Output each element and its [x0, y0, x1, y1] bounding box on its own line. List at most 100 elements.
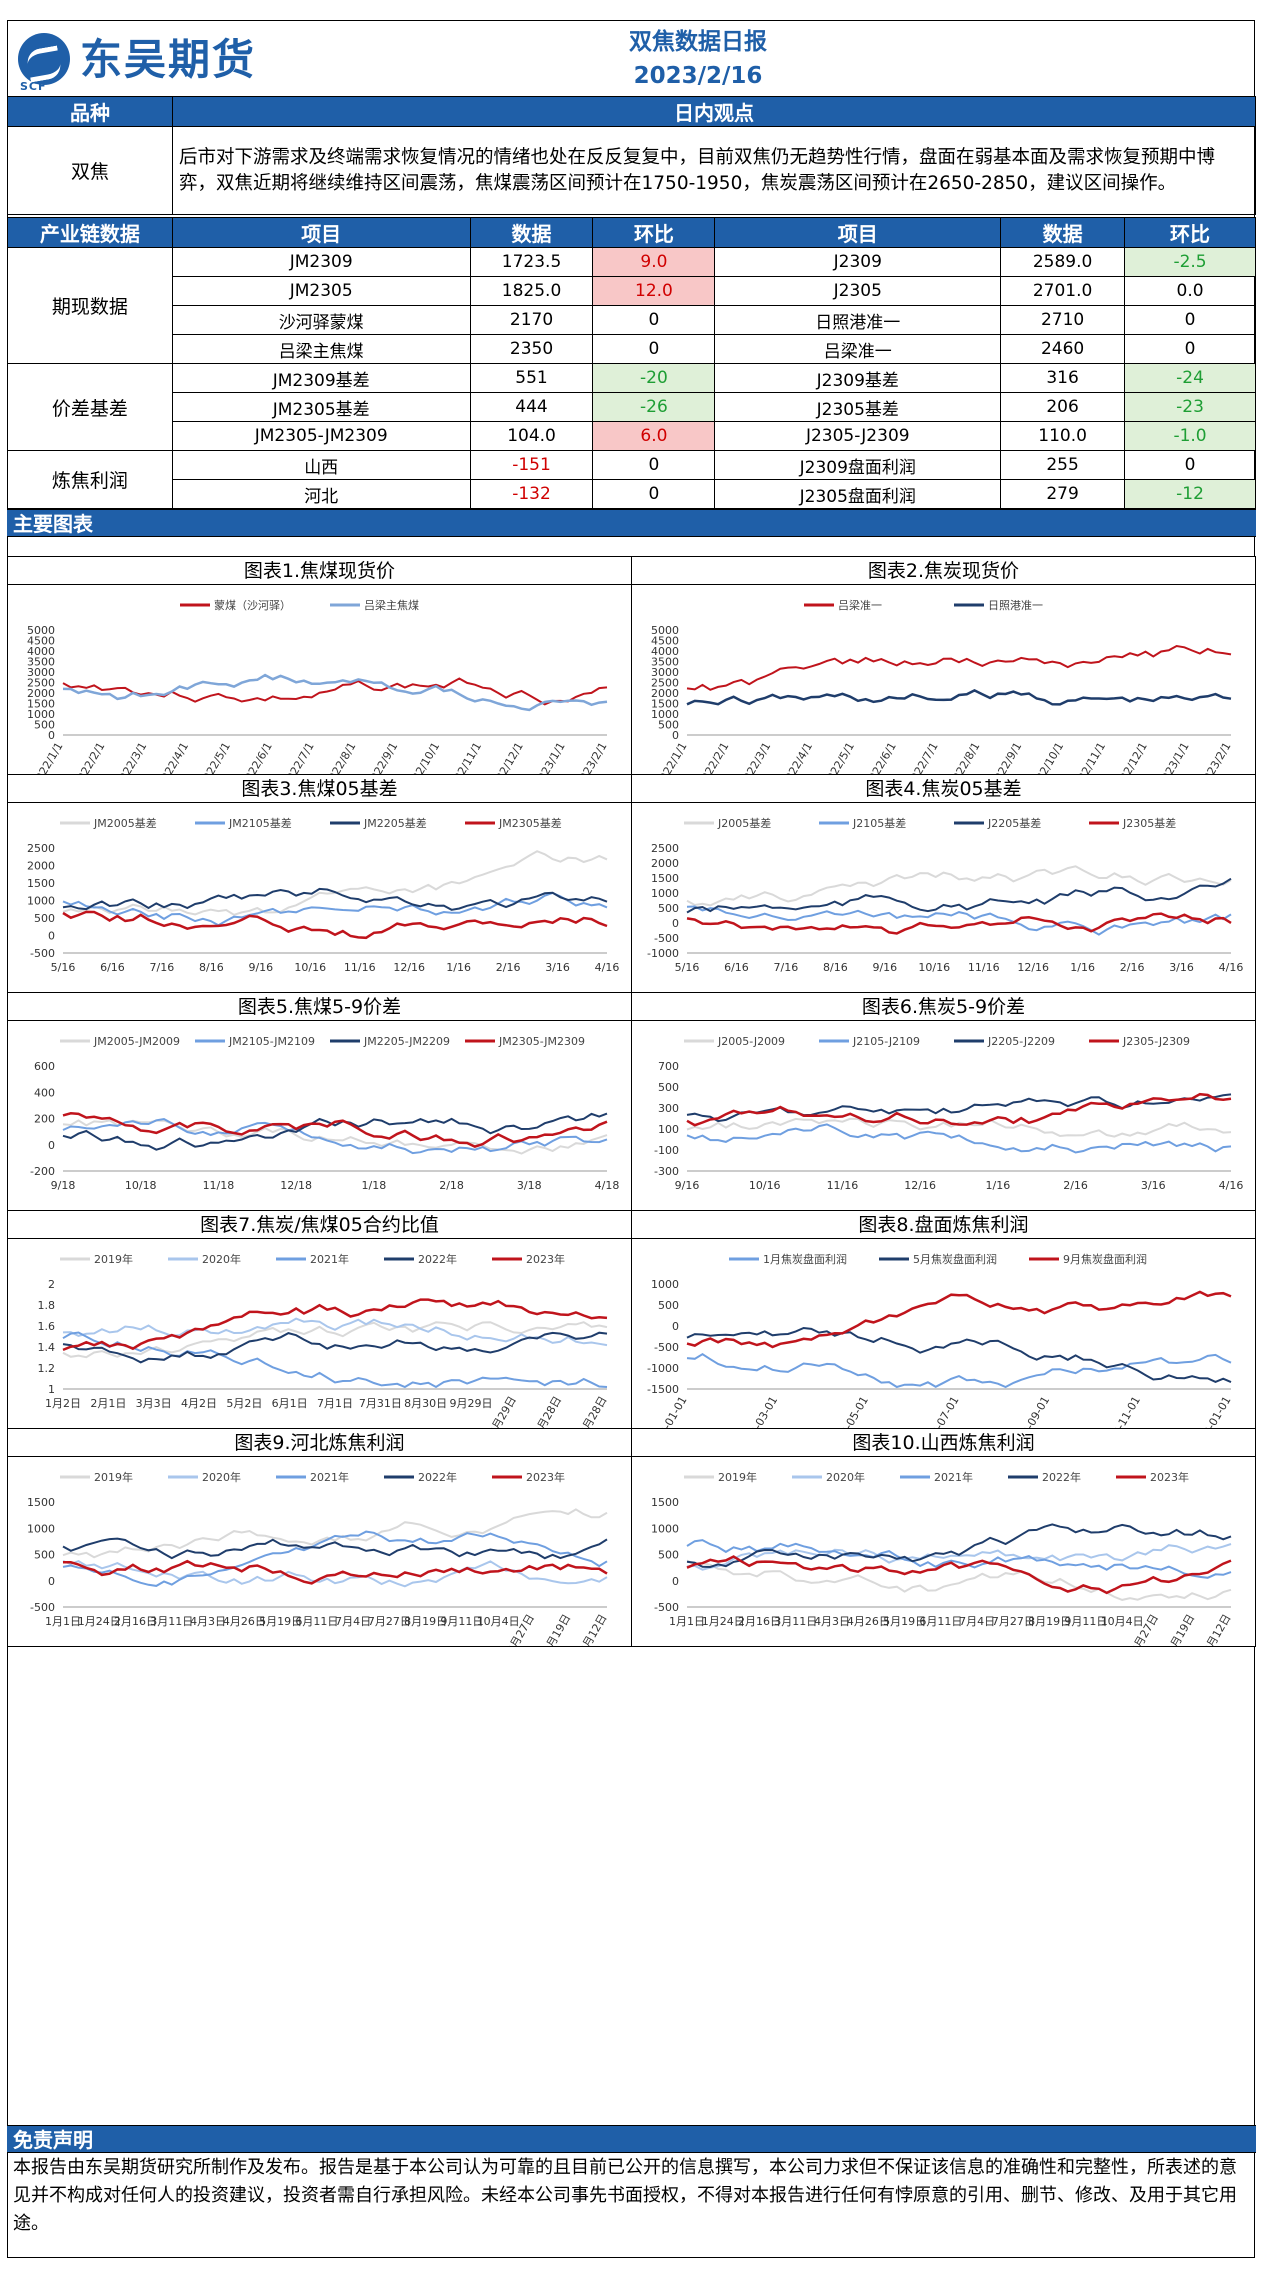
x-tick-label: 8月19日 [1028, 1615, 1071, 1628]
x-tick-label: 10月4日 [477, 1615, 520, 1628]
x-tick-label: 6/16 [724, 961, 749, 974]
industry-cell: J2305盘面利润 [714, 479, 1002, 509]
chart-title: 图表6.焦炭5-9价差 [632, 993, 1255, 1021]
industry-cell: 255 [1000, 450, 1126, 480]
x-tick-label: 1月1日 [45, 1615, 81, 1628]
y-tick-label: 5000 [27, 624, 55, 637]
y-tick-label: -200 [30, 1165, 55, 1178]
chart-panel: 图表8.盘面炼焦利润 1月焦炭盘面利润 5月焦炭盘面利润 9月焦炭盘面利润 -1500 -… [631, 1210, 1256, 1429]
industry-row: 沙河驿蒙煤 2170 0 日照港准一 2710 0 [8, 305, 1256, 335]
legend-label: 2020年 [202, 1252, 241, 1266]
legend-label: JM2005-JM2009 [93, 1035, 180, 1048]
legend-label: 2021年 [310, 1470, 349, 1484]
legend-label: J2205-J2209 [987, 1035, 1055, 1048]
chart-svg: 2019年 2020年 2021年 2022年 2023年 -500 0 500 1000 150… [651, 1470, 1234, 1647]
industry-cell: 吕梁准一 [714, 334, 1002, 364]
legend-label: 2020年 [202, 1470, 241, 1484]
x-tick-label: 2022/11/1 [1069, 740, 1108, 775]
industry-cell: 日照港准一 [714, 305, 1002, 335]
series-line [686, 865, 1232, 907]
x-tick-label: 12/16 [1017, 961, 1049, 974]
x-tick-label: 6月1日 [272, 1397, 308, 1410]
industry-cell: 2350 [469, 334, 594, 364]
charts-section-bar: 主要图表 [7, 509, 1256, 537]
y-tick-label: 2000 [27, 687, 55, 700]
series-line [686, 1559, 1232, 1601]
industry-cell: 2710 [1000, 305, 1126, 335]
y-tick-label: -300 [654, 1165, 679, 1178]
x-tick-label: 2022-01-01 [646, 1394, 689, 1429]
x-tick-label: 9/18 [51, 1179, 76, 1192]
chart-title: 图表5.焦煤5-9价差 [8, 993, 631, 1021]
x-tick-label: 2022/8/1 [323, 740, 359, 775]
x-tick-label: 2022/4/1 [779, 740, 815, 775]
x-tick-label: 2/16 [1063, 1179, 1088, 1192]
x-tick-label: 11/18 [203, 1179, 235, 1192]
x-tick-label: 11月28日 [528, 1394, 564, 1429]
view-table: 品种 日内观点 双焦 后市对下游需求及终端需求恢复情况的情绪也处在反反复复中，目… [7, 96, 1256, 215]
y-tick-label: 1500 [27, 1496, 55, 1509]
y-tick-label: 500 [34, 719, 55, 732]
industry-cell: 279 [1000, 479, 1126, 509]
legend-label: 2020年 [826, 1470, 865, 1484]
x-tick-label: 2022/5/1 [197, 740, 233, 775]
industry-cell: JM2305-JM2309 [171, 421, 471, 451]
industry-header: 项目 [714, 217, 1002, 248]
x-tick-label: 2月16日 [114, 1615, 157, 1628]
x-tick-label: 2022/8/1 [947, 740, 983, 775]
x-tick-label: 7月31日 [359, 1397, 402, 1410]
legend-label: 2022年 [1042, 1470, 1081, 1484]
x-tick-label: 2022/7/1 [281, 740, 317, 775]
x-tick-label: 4月26日 [223, 1615, 266, 1628]
chart-svg: 2019年 2020年 2021年 2022年 2023年 -500 0 500 1000 150… [27, 1470, 610, 1646]
series-line [62, 1317, 608, 1347]
series-line [686, 912, 1232, 935]
y-tick-label: -1500 [647, 1383, 679, 1396]
x-tick-label: 5/16 [675, 961, 700, 974]
industry-cell: -24 [1124, 363, 1256, 393]
industry-cell: 河北 [171, 479, 471, 509]
x-tick-label: 12月12日 [1197, 1612, 1233, 1647]
industry-cell: -26 [592, 392, 716, 422]
industry-header: 产业链数据 [7, 217, 173, 248]
x-tick-label: 3/16 [1169, 961, 1194, 974]
industry-cell: 316 [1000, 363, 1126, 393]
industry-cell: J2305 [714, 276, 1002, 306]
y-tick-label: 1.2 [38, 1362, 56, 1375]
series-line [62, 887, 608, 911]
y-tick-label: 4000 [651, 645, 679, 658]
x-tick-label: 2022/3/1 [113, 740, 149, 775]
series-line [686, 905, 1232, 936]
chart-panel: 图表5.焦煤5-9价差 JM2005-JM2009 JM2105-JM2109 JM2… [7, 992, 632, 1211]
industry-cell: -23 [1124, 392, 1256, 422]
industry-cell: -1.0 [1124, 421, 1256, 451]
y-tick-label: 3500 [651, 656, 679, 669]
x-tick-label: 7/16 [150, 961, 175, 974]
x-tick-label: 10/18 [125, 1179, 157, 1192]
industry-cell: 山西 [171, 450, 471, 480]
series-line [686, 1117, 1232, 1138]
x-tick-label: 6月11日 [295, 1615, 338, 1628]
x-tick-label: 2022/1/1 [30, 740, 66, 775]
x-tick-label: 10/16 [918, 961, 950, 974]
y-tick-label: 3500 [27, 656, 55, 669]
x-tick-label: 2022/12/1 [1110, 740, 1149, 775]
legend-label: JM2205-JM2209 [363, 1035, 450, 1048]
x-tick-label: 7月27日 [992, 1615, 1035, 1628]
x-tick-label: 3月11日 [774, 1615, 817, 1628]
x-tick-label: 11月19日 [1161, 1612, 1197, 1647]
series-line [686, 1092, 1232, 1127]
industry-header: 环比 [592, 217, 716, 248]
series-line [62, 1112, 608, 1148]
view-col2: 日内观点 [172, 96, 1256, 127]
industry-cell: 2589.0 [1000, 247, 1126, 277]
x-tick-label: 8/16 [823, 961, 848, 974]
industry-cell: 0 [1124, 334, 1256, 364]
series-line [62, 1331, 608, 1389]
x-tick-label: 1/16 [446, 961, 471, 974]
industry-table: 产业链数据 项目 数据 环比 项目 数据 环比 期现数据 JM2309 1723.5 9.0 J23… [7, 217, 1256, 509]
x-tick-label: 2022/9/1 [364, 740, 400, 775]
industry-cell: 2701.0 [1000, 276, 1126, 306]
industry-row: 期现数据 JM2309 1723.5 9.0 J2309 2589.0 -2.5 [7, 247, 1256, 364]
y-tick-label: 1000 [651, 887, 679, 900]
